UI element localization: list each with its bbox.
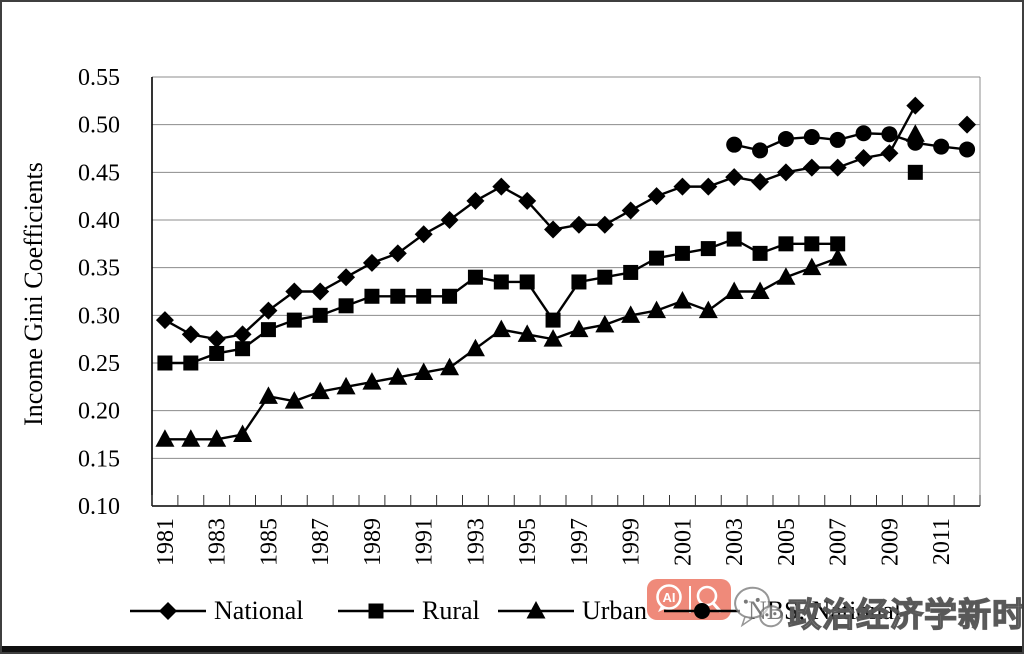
svg-text:2007: 2007 [826,518,852,566]
speech-bubble-icon [656,584,682,610]
ai-search-watermark-badge: AI [647,579,731,620]
svg-text:0.55: 0.55 [78,65,120,91]
svg-text:0.25: 0.25 [78,351,120,377]
diamond-marker-icon [130,602,206,620]
speech-bubble-tail [658,606,667,612]
legend-item-rural: Rural [336,594,480,628]
legend-label-nbs-national: NBS, National [748,596,902,625]
svg-text:2009: 2009 [877,518,903,566]
legend-label-urban: Urban [582,596,647,625]
svg-text:1987: 1987 [308,518,334,566]
y-axis-title: Income Gini Coefficients [19,162,48,426]
ai-badge-label: AI [663,590,676,605]
svg-text:1999: 1999 [619,518,645,566]
svg-text:0.15: 0.15 [78,446,120,472]
svg-text:1993: 1993 [463,518,489,566]
legend-item-urban: Urban [496,594,647,628]
svg-text:2005: 2005 [774,518,800,566]
svg-text:0.40: 0.40 [78,208,120,234]
svg-text:2001: 2001 [670,518,696,566]
svg-text:1997: 1997 [567,518,593,566]
wechat-logo-watermark [734,586,784,628]
svg-text:0.35: 0.35 [78,256,120,282]
svg-text:1985: 1985 [256,518,282,566]
svg-text:0.30: 0.30 [78,303,120,329]
svg-text:0.45: 0.45 [78,160,120,186]
bottom-edge-bar [2,646,1022,652]
legend-label-rural: Rural [422,596,480,625]
svg-text:1995: 1995 [515,518,541,566]
svg-text:1991: 1991 [412,518,438,566]
legend-item-nbs-national: NBS, National [662,594,901,628]
legend-item-national: National [128,594,304,628]
svg-text:0.20: 0.20 [78,399,120,425]
legend-label-national: National [214,596,304,625]
svg-text:2003: 2003 [722,518,748,566]
circle-marker-icon [664,603,740,619]
square-marker-icon [338,603,414,619]
triangle-marker-icon [498,601,574,619]
svg-text:1983: 1983 [205,518,231,566]
svg-text:2011: 2011 [929,518,955,565]
svg-text:1989: 1989 [360,518,386,566]
svg-text:1981: 1981 [153,518,179,566]
svg-text:0.50: 0.50 [78,113,120,139]
watermark-text: 政治经济学新时空 [787,595,1024,633]
svg-text:0.10: 0.10 [78,494,120,520]
